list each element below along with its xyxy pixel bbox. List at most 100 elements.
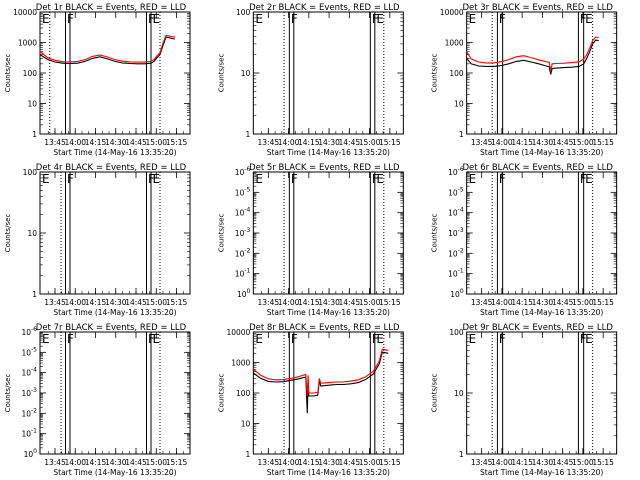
x-tick-label: 13:45 [471, 298, 493, 307]
x-tick-label: 14:45 [125, 458, 147, 467]
y-tick-label: 10 [454, 389, 464, 398]
x-tick-label: 14:00 [491, 298, 513, 307]
x-tick-label: 15:00 [145, 138, 167, 147]
y-tick-label: 10-5 [21, 346, 37, 357]
y-tick-label: 100 [236, 8, 251, 17]
plot-frame [466, 11, 618, 135]
panel-5: Det 5r BLACK = Events, RED = LLD 100 10-1 1… [217, 163, 404, 317]
x-tick-label: 14:30 [532, 138, 554, 147]
x-tick-label: 15:15 [379, 458, 401, 467]
y-tick-label: 100 [24, 448, 38, 459]
y-tick-label: 10-4 [235, 207, 251, 218]
series-lld [466, 36, 599, 71]
panel-title: Det 3r BLACK = Events, RED = LLD [462, 3, 613, 13]
edge-label-start: E [42, 332, 50, 346]
x-tick-label: 15:00 [359, 458, 381, 467]
x-tick-label: 14:15 [298, 298, 320, 307]
x-axis-label: Start Time (14-May-16 13:35:20) [267, 468, 390, 477]
x-tick-label: 14:15 [511, 298, 533, 307]
x-tick-label: 14:30 [105, 298, 127, 307]
y-tick-label: 10-1 [448, 268, 464, 279]
y-tick-label: 1 [246, 450, 251, 459]
x-tick-label: 15:00 [359, 138, 381, 147]
y-axis-label: Counts/sec [4, 54, 12, 93]
edge-label-start: E [42, 12, 50, 26]
x-tick-label: 15:00 [572, 138, 594, 147]
panel-4: Det 4r BLACK = Events, RED = LLD 1 10 100 Co… [4, 163, 191, 317]
edge-label-end: E [153, 12, 161, 26]
x-tick-label: 13:45 [44, 138, 66, 147]
y-tick-label: 1 [32, 290, 37, 299]
x-tick-label: 14:00 [64, 458, 86, 467]
x-tick-label: 15:15 [166, 138, 188, 147]
x-tick-label: 14:30 [318, 298, 340, 307]
panel-9: Det 9r BLACK = Events, RED = LLD 1 10 100 Co… [431, 323, 618, 477]
y-axis-label: Counts/sec [217, 374, 225, 413]
x-tick-label: 14:15 [85, 458, 107, 467]
x-tick-label: 14:45 [339, 138, 361, 147]
edge-label-end: E [376, 12, 384, 26]
edge-label-end: E [376, 172, 384, 186]
x-tick-label: 15:00 [572, 458, 594, 467]
y-axis-label: Counts/sec [431, 374, 439, 413]
edge-label-end: E [585, 172, 593, 186]
x-tick-label: 13:45 [44, 458, 66, 467]
x-axis-label: Start Time (14-May-16 13:35:20) [480, 148, 603, 157]
x-tick-label: 15:15 [592, 138, 614, 147]
x-tick-label: 14:00 [278, 298, 300, 307]
x-tick-label: 14:45 [552, 458, 574, 467]
panel-3: Det 3r BLACK = Events, RED = LLD 1 10 100 10… [431, 3, 618, 157]
x-axis-label: Start Time (14-May-16 13:35:20) [53, 148, 176, 157]
panel-8: Det 8r BLACK = Events, RED = LLD 1 10 100 10… [217, 323, 404, 477]
y-tick-label: 100 [449, 328, 464, 337]
y-tick-label: 10 [241, 69, 251, 78]
edge-label-start: E [469, 12, 477, 26]
x-tick-label: 15:00 [359, 298, 381, 307]
y-tick-label: 10-6 [448, 166, 464, 177]
x-tick-label: 14:00 [491, 458, 513, 467]
y-tick-label: 10000 [226, 328, 250, 337]
panel-6: Det 6r BLACK = Events, RED = LLD 100 10-1 1… [431, 163, 618, 317]
x-tick-label: 13:45 [258, 458, 280, 467]
x-tick-label: 14:45 [125, 298, 147, 307]
plot-frame [39, 11, 191, 135]
plot-frame [39, 171, 191, 295]
y-tick-label: 10-1 [235, 268, 251, 279]
plot-frame [466, 171, 618, 295]
y-tick-label: 10 [241, 420, 251, 429]
y-tick-label: 10-2 [448, 247, 464, 258]
edge-label-end: E [585, 12, 593, 26]
x-tick-label: 14:15 [85, 298, 107, 307]
y-axis-label: Counts/sec [431, 54, 439, 93]
x-tick-label: 15:15 [379, 298, 401, 307]
x-axis-label: Start Time (14-May-16 13:35:20) [480, 468, 603, 477]
plot-frame [252, 11, 404, 135]
series-lld [252, 348, 389, 397]
y-tick-label: 10-1 [21, 428, 37, 439]
edge-label-start: E [469, 172, 477, 186]
y-tick-label: 1 [459, 130, 464, 139]
x-tick-label: 13:45 [471, 458, 493, 467]
y-tick-label: 100 [450, 288, 464, 299]
plot-frame [39, 331, 191, 455]
series-lld [39, 34, 176, 63]
panel-1: Det 1r BLACK = Events, RED = LLD 1 10 100 10… [4, 3, 191, 157]
y-tick-label: 10-3 [21, 387, 37, 398]
x-tick-label: 14:45 [125, 138, 147, 147]
y-tick-label: 1 [459, 450, 464, 459]
x-tick-label: 15:00 [145, 298, 167, 307]
y-tick-label: 10-2 [21, 407, 37, 418]
panel-title: Det 5r BLACK = Events, RED = LLD [249, 163, 400, 173]
y-tick-label: 1000 [445, 39, 464, 48]
edge-label-start: E [255, 332, 263, 346]
x-tick-label: 15:15 [379, 138, 401, 147]
y-axis-label: Counts/sec [217, 214, 225, 253]
edge-label-end: E [585, 332, 593, 346]
y-tick-label: 10000 [440, 8, 464, 17]
edge-label-end: E [376, 332, 384, 346]
y-tick-label: 1 [246, 130, 251, 139]
panel-title: Det 1r BLACK = Events, RED = LLD [36, 3, 187, 13]
x-tick-label: 13:45 [44, 298, 66, 307]
y-tick-label: 10-3 [448, 227, 464, 238]
x-tick-label: 14:15 [511, 458, 533, 467]
